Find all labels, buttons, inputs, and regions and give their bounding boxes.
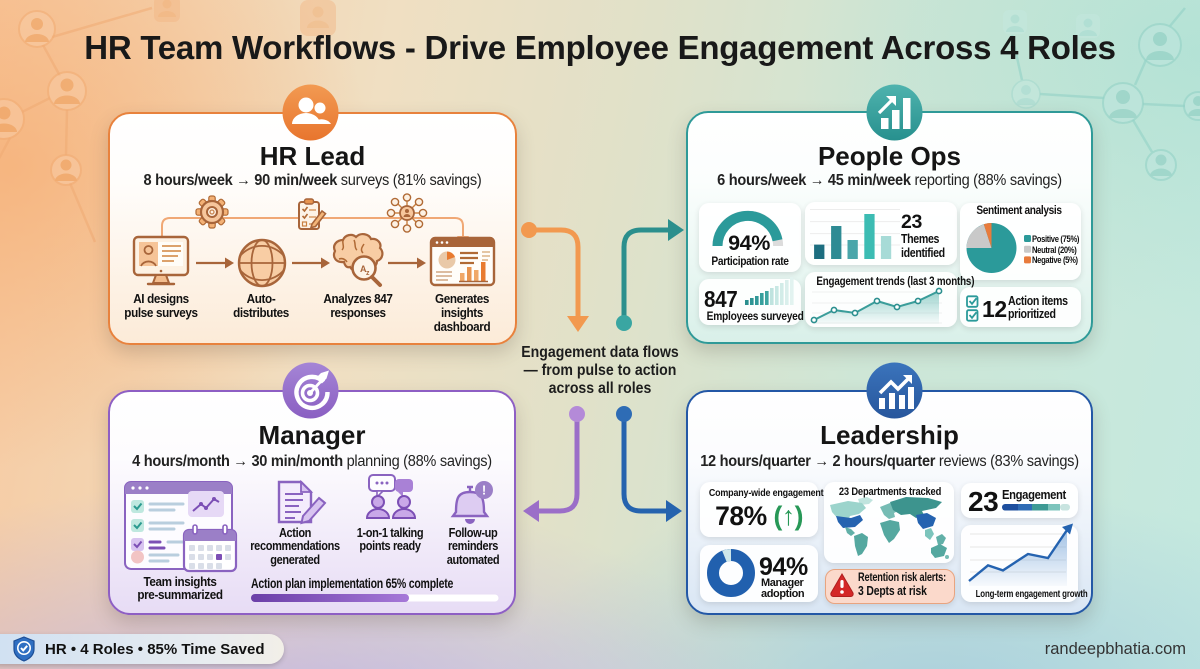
svg-text:!: !	[482, 483, 486, 498]
svg-text:z: z	[366, 270, 370, 277]
svg-text:A: A	[360, 264, 367, 274]
